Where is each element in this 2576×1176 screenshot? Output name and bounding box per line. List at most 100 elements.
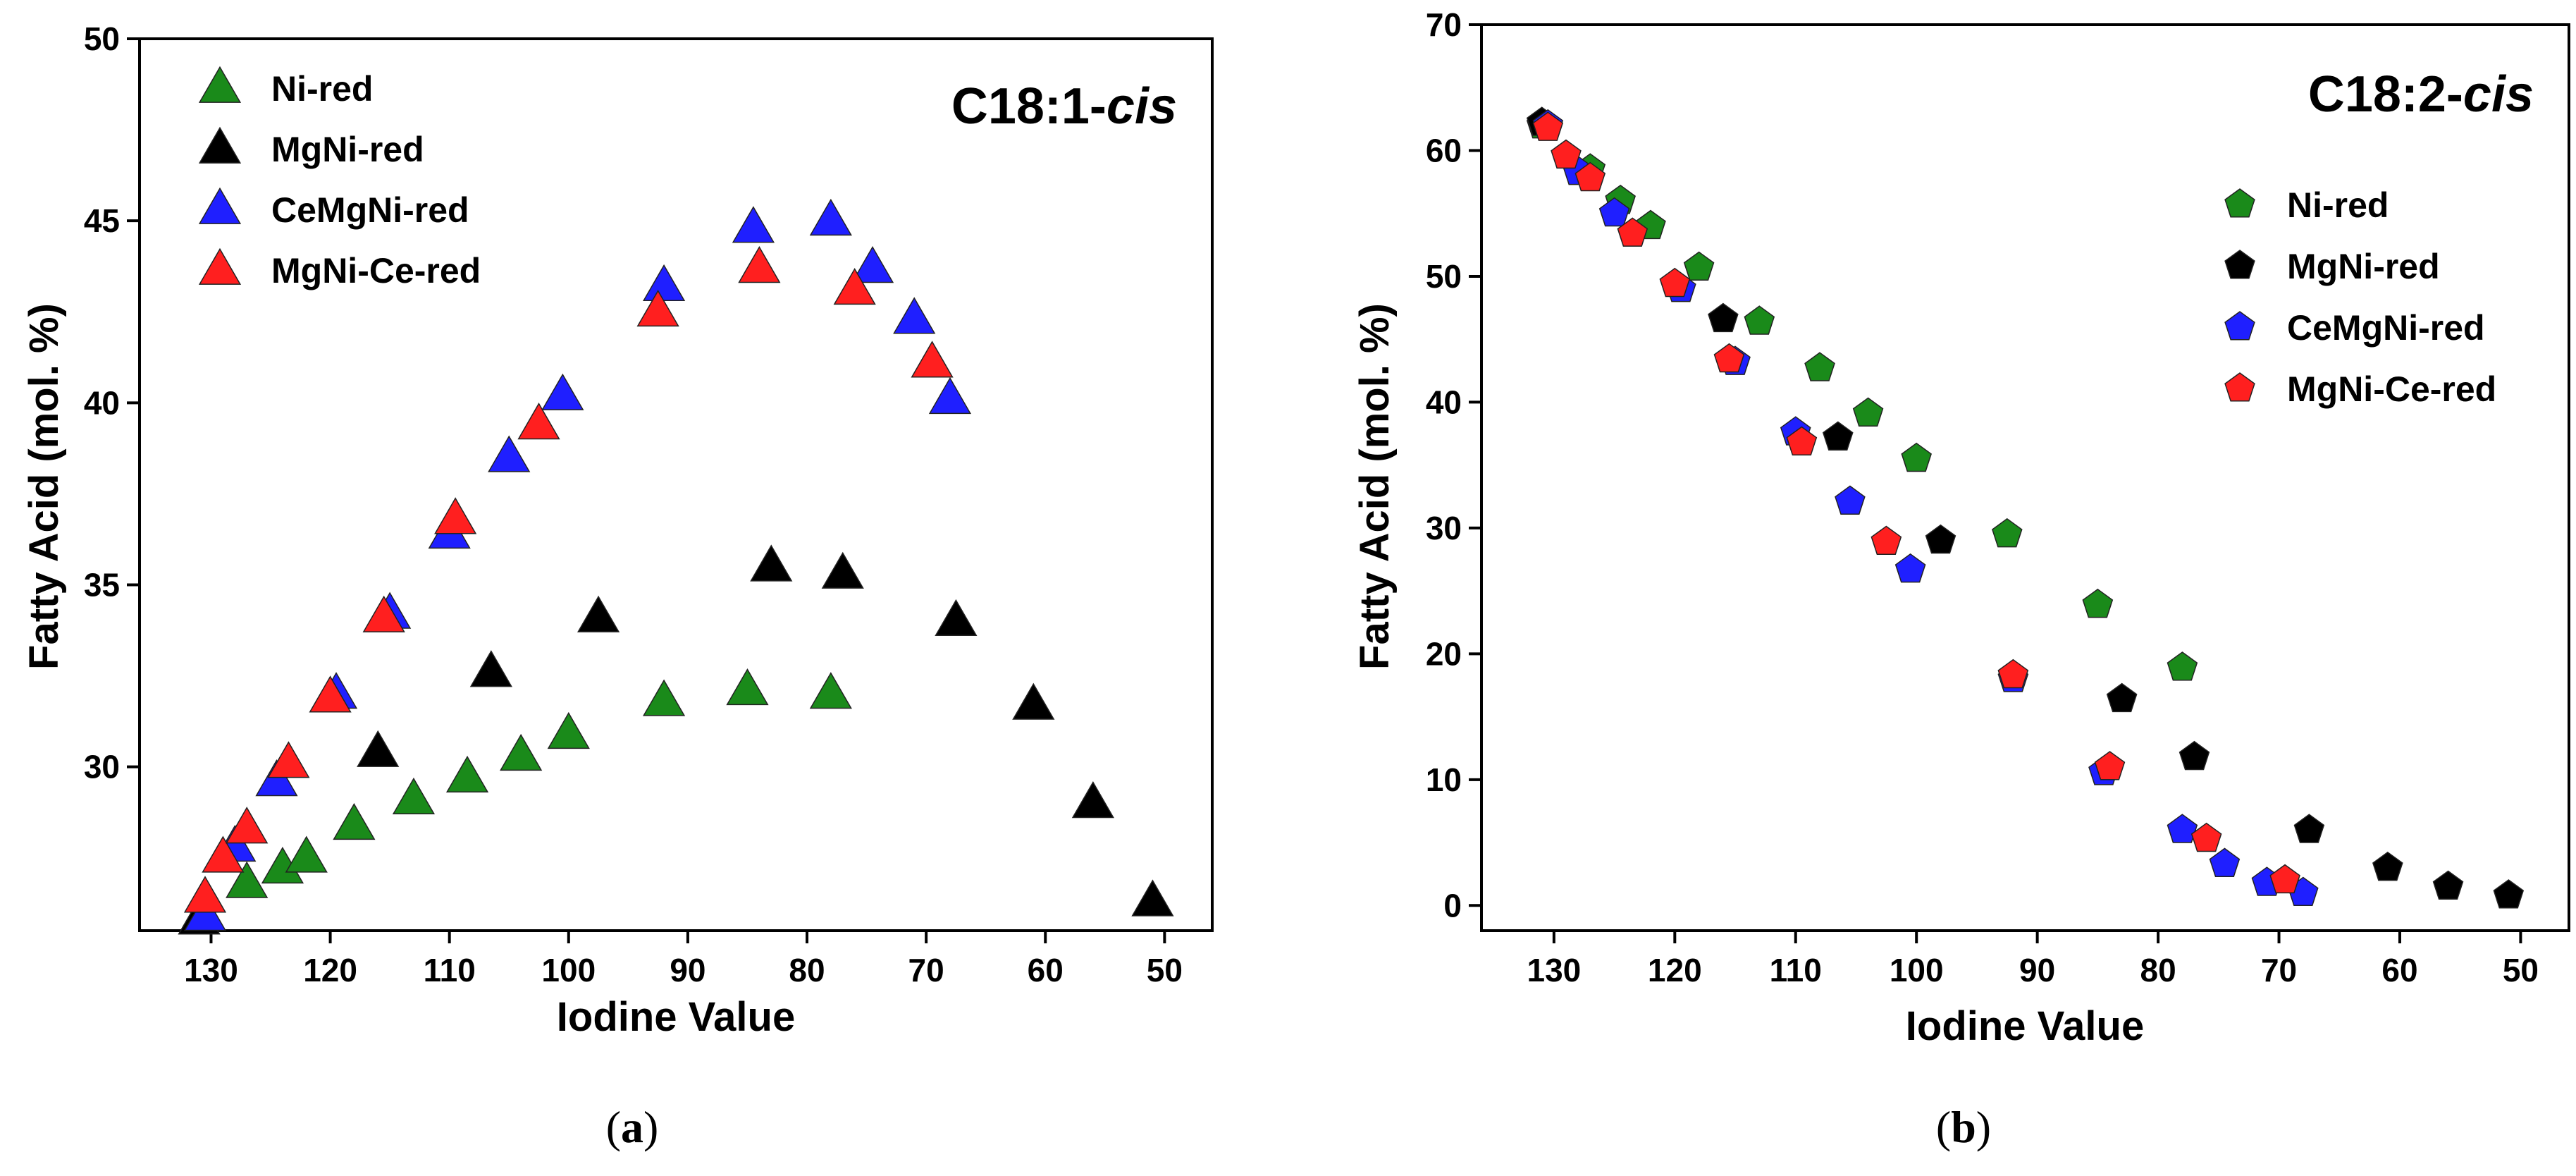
x-tick-label-a-80: 80 <box>789 952 825 988</box>
data-point-b-cemgni-red-6 <box>1835 485 1866 515</box>
data-point-a-ni-red-10 <box>726 668 769 706</box>
data-point-a-ni-red-4 <box>333 803 376 840</box>
y-tick-label-b-60: 60 <box>1426 132 1462 169</box>
legend-marker-b-cemgni-red <box>2224 311 2255 341</box>
data-point-b-ni-red-10 <box>2082 588 2114 618</box>
data-point-a-mgni-ce-red-5 <box>362 595 405 632</box>
data-point-a-mgni-red-5 <box>821 551 864 589</box>
data-point-b-mgni-red-8 <box>2432 870 2464 900</box>
panel-caption-b: (b) <box>1936 1102 1991 1152</box>
data-point-a-cemgni-red-13 <box>928 376 972 415</box>
data-point-b-mgni-red-2 <box>1822 421 1854 451</box>
data-point-b-ni-red-8 <box>1901 442 1932 472</box>
data-point-a-mgni-red-4 <box>750 544 793 582</box>
legend-marker-b-mgni-ce-red <box>2224 372 2255 402</box>
chart-title-a: C18:1-cis <box>951 78 1177 135</box>
data-point-a-ni-red-11 <box>809 672 852 709</box>
data-point-b-mgni-red-7 <box>2372 851 2403 881</box>
tick-group-a: 130 120 110 100 90 80 70 60 50 30 35 40 45 50 <box>84 20 1183 988</box>
y-tick-label-b-0: 0 <box>1443 887 1462 924</box>
data-point-a-mgni-ce-red-4 <box>309 675 352 713</box>
x-tick-label-a-90: 90 <box>670 952 705 988</box>
data-point-a-mgni-ce-red-11 <box>911 341 954 378</box>
panel-caption-a: (a) <box>606 1102 659 1152</box>
data-point-a-mgni-red-3 <box>577 595 620 632</box>
x-tick-label-b-130: 130 <box>1527 952 1581 988</box>
plot-frame-b <box>1480 23 2570 932</box>
data-point-b-mgni-red-3 <box>1925 524 1956 554</box>
data-point-a-ni-red-3 <box>285 835 328 873</box>
data-point-b-ni-red-5 <box>1744 305 1775 335</box>
data-point-b-mgni-ce-red-5 <box>1713 343 1745 373</box>
x-tick-label-a-60: 60 <box>1028 952 1064 988</box>
y-tick-label-b-50: 50 <box>1426 258 1462 295</box>
x-tick-label-a-110: 110 <box>424 952 476 988</box>
data-point-a-mgni-red-9 <box>1131 879 1174 917</box>
legend-marker-b-mgni-red <box>2224 250 2255 279</box>
data-point-b-ni-red-9 <box>1992 517 2023 548</box>
data-point-b-mgni-ce-red-9 <box>2094 751 2126 780</box>
data-point-b-mgni-red-4 <box>2106 682 2138 713</box>
x-tick-label-a-70: 70 <box>908 952 944 988</box>
x-tick-label-b-70: 70 <box>2261 952 2297 988</box>
y-axis-title-a: Fatty Acid (mol. %) <box>21 303 67 670</box>
legend-label-a-cemgni-red: CeMgNi-red <box>271 190 469 230</box>
y-tick-label-a-30: 30 <box>84 749 120 785</box>
legend-label-b-mgni-ce-red: MgNi-Ce-red <box>2287 369 2496 409</box>
y-tick-label-a-50: 50 <box>84 20 120 57</box>
legend-label-a-mgni-red: MgNi-red <box>271 130 424 169</box>
data-point-b-mgni-red-5 <box>2178 740 2210 771</box>
data-point-a-mgni-ce-red-10 <box>833 268 876 305</box>
tick-group-b: 130 120 110 100 90 80 70 60 50 0 10 20 30 40 50 60 70 <box>1426 6 2539 988</box>
data-point-a-cemgni-red-7 <box>541 373 584 410</box>
data-point-b-mgni-ce-red-6 <box>1786 426 1818 456</box>
data-point-a-cemgni-red-2 <box>255 759 298 797</box>
data-point-a-cemgni-red-6 <box>488 435 531 472</box>
x-tick-label-b-110: 110 <box>1770 952 1822 988</box>
data-point-a-mgni-red-6 <box>935 599 978 637</box>
legend-label-b-cemgni-red: CeMgNi-red <box>2287 308 2485 348</box>
x-axis-title-a: Iodine Value <box>557 994 795 1040</box>
data-point-b-ni-red-4 <box>1683 251 1715 281</box>
legend-label-a-mgni-ce-red: MgNi-Ce-red <box>271 251 481 290</box>
y-tick-label-a-40: 40 <box>84 384 120 421</box>
legend-marker-a-mgni-red <box>198 126 242 164</box>
y-tick-label-b-70: 70 <box>1426 6 1462 43</box>
data-point-b-cemgni-red-2 <box>1598 197 1630 227</box>
data-point-a-mgni-ce-red-1 <box>202 835 245 873</box>
data-point-b-mgni-ce-red-11 <box>2269 864 2300 894</box>
data-point-a-mgni-ce-red-3 <box>267 741 310 778</box>
data-point-a-ni-red-6 <box>445 755 489 793</box>
x-tick-label-b-90: 90 <box>2019 952 2055 988</box>
data-point-a-ni-red-1 <box>226 861 269 898</box>
y-tick-label-b-30: 30 <box>1426 510 1462 546</box>
x-tick-label-a-130: 130 <box>184 952 238 988</box>
data-point-a-mgni-red-7 <box>1012 682 1055 720</box>
legend-label-b-mgni-red: MgNi-red <box>2287 247 2440 286</box>
data-point-b-mgni-ce-red-1 <box>1551 139 1582 169</box>
plot-frame-a <box>138 37 1214 932</box>
data-point-b-mgni-ce-red-8 <box>1997 659 2029 689</box>
x-tick-label-b-100: 100 <box>1890 952 1944 988</box>
data-point-a-mgni-red-2 <box>469 650 512 687</box>
legend-marker-a-cemgni-red <box>198 187 242 224</box>
data-point-a-mgni-ce-red-2 <box>226 807 269 844</box>
y-tick-label-b-40: 40 <box>1426 384 1462 420</box>
data-point-b-mgni-ce-red-3 <box>1617 217 1648 247</box>
data-point-a-cemgni-red-11 <box>851 246 894 283</box>
data-point-a-mgni-ce-red-7 <box>517 403 560 440</box>
data-point-b-mgni-ce-red-7 <box>1871 525 1902 556</box>
data-point-a-cemgni-red-8 <box>642 264 686 302</box>
x-tick-label-b-120: 120 <box>1648 952 1702 988</box>
data-point-b-mgni-ce-red-4 <box>1659 267 1691 298</box>
data-point-b-cemgni-red-11 <box>2209 847 2241 877</box>
y-tick-label-b-20: 20 <box>1426 635 1462 672</box>
legend-marker-b-ni-red <box>2224 188 2255 218</box>
data-point-b-ni-red-11 <box>2167 651 2198 681</box>
data-point-a-cemgni-red-9 <box>732 206 775 243</box>
data-point-a-ni-red-5 <box>392 777 436 815</box>
legend-marker-a-ni-red <box>198 66 242 103</box>
data-point-b-mgni-ce-red-0 <box>1532 111 1564 141</box>
y-axis-title-b: Fatty Acid (mol. %) <box>1352 303 1398 670</box>
